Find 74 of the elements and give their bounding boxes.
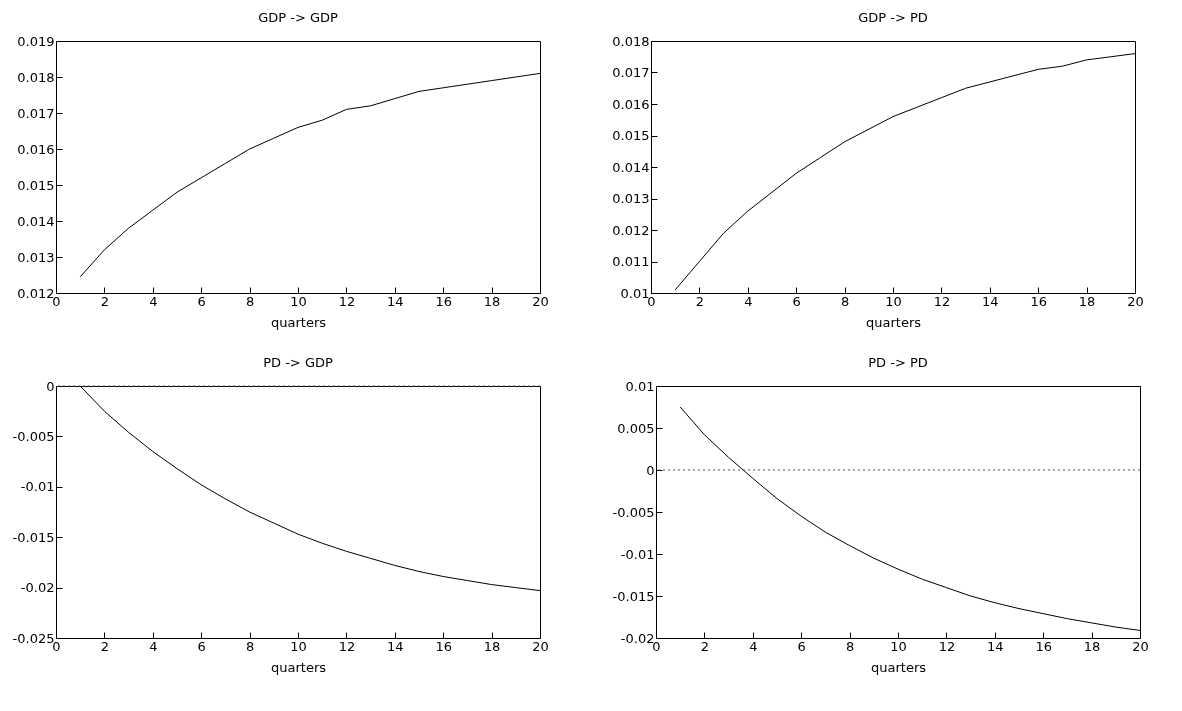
chart-title: GDP -> GDP xyxy=(258,10,338,25)
chart-title: PD -> PD xyxy=(868,355,928,370)
x-tick-label: 2 xyxy=(700,638,710,654)
y-tick-label: 0.015 xyxy=(612,128,650,143)
y-tick-label: 0 xyxy=(646,462,655,478)
x-tick-label: 10 xyxy=(885,293,902,309)
y-tick-label: -0.01 xyxy=(20,479,55,495)
x-tick-label: 4 xyxy=(149,293,158,309)
x-tick-label: 16 xyxy=(435,638,452,654)
y-tick-label: 0.017 xyxy=(17,105,55,121)
y-tick-label: -0.005 xyxy=(612,504,655,520)
x-tick-label: 8 xyxy=(845,638,855,654)
x-tick-label: 6 xyxy=(792,293,801,309)
x-tick-label: 12 xyxy=(933,293,951,309)
x-tick-label: 12 xyxy=(338,293,356,309)
y-tick-label: 0.017 xyxy=(612,65,650,80)
y-tick-label: -0.015 xyxy=(612,588,655,604)
y-tick-label: 0.01 xyxy=(625,378,655,394)
x-tick-label: 16 xyxy=(1035,638,1052,654)
x-tick-label: 2 xyxy=(100,638,110,654)
y-tick-label: -0.005 xyxy=(12,428,55,444)
x-tick-label: 8 xyxy=(840,293,850,309)
y-tick-label: 0.011 xyxy=(612,254,650,269)
x-tick-label: 18 xyxy=(483,638,501,654)
y-tick-label: 0.016 xyxy=(17,141,55,157)
y-tick-label: 0 xyxy=(46,378,55,394)
x-axis-title: quarters xyxy=(270,659,327,675)
y-tick-label: 0.015 xyxy=(17,177,55,193)
x-axis-title: quarters xyxy=(270,314,327,330)
x-tick-label: 20 xyxy=(532,638,549,654)
x-tick-label: 10 xyxy=(290,638,307,654)
x-tick-label: 4 xyxy=(149,638,158,654)
x-tick-label: 8 xyxy=(245,638,255,654)
x-tick-label: 12 xyxy=(338,638,356,654)
y-tick-label: -0.01 xyxy=(620,546,655,562)
y-tick-label: 0.018 xyxy=(612,33,650,49)
x-tick-label: 16 xyxy=(435,293,452,309)
y-tick-label: 0.013 xyxy=(17,249,55,265)
x-tick-label: 10 xyxy=(890,638,907,654)
x-tick-label: 12 xyxy=(938,638,956,654)
y-tick-label: 0.005 xyxy=(617,420,655,436)
y-tick-label: 0.012 xyxy=(612,222,650,238)
x-tick-label: 18 xyxy=(1078,293,1096,309)
y-tick-label: 0.018 xyxy=(17,69,55,85)
x-tick-label: 10 xyxy=(290,293,307,309)
x-tick-label: 4 xyxy=(749,638,758,654)
x-tick-label: 18 xyxy=(1083,638,1101,654)
y-tick-label: 0.013 xyxy=(612,191,650,206)
x-tick-label: 14 xyxy=(387,293,404,309)
x-tick-label: 6 xyxy=(197,293,206,309)
x-tick-label: 18 xyxy=(483,293,501,309)
x-tick-label: 20 xyxy=(1127,293,1144,309)
x-tick-label: 6 xyxy=(797,638,806,654)
x-tick-label: 6 xyxy=(197,638,206,654)
y-tick-label: 0.019 xyxy=(17,33,55,49)
chart-title: GDP -> PD xyxy=(858,10,928,25)
y-tick-label: 0.014 xyxy=(612,159,650,175)
chart-title: PD -> GDP xyxy=(263,355,333,370)
x-tick-label: 14 xyxy=(982,293,999,309)
x-tick-label: 20 xyxy=(1132,638,1149,654)
x-tick-label: 16 xyxy=(1030,293,1047,309)
y-tick-label: -0.02 xyxy=(20,580,55,596)
x-tick-label: 14 xyxy=(987,638,1004,654)
y-tick-label: 0.016 xyxy=(612,96,650,112)
x-tick-label: 20 xyxy=(532,293,549,309)
x-axis-title: quarters xyxy=(865,314,922,330)
x-tick-label: 2 xyxy=(100,293,110,309)
y-tick-label: 0.014 xyxy=(17,213,55,229)
x-tick-label: 4 xyxy=(744,293,753,309)
x-tick-label: 2 xyxy=(695,293,705,309)
x-tick-label: 14 xyxy=(387,638,404,654)
y-tick-label: -0.015 xyxy=(12,529,55,545)
x-axis-title: quarters xyxy=(870,659,927,675)
x-tick-label: 8 xyxy=(245,293,255,309)
